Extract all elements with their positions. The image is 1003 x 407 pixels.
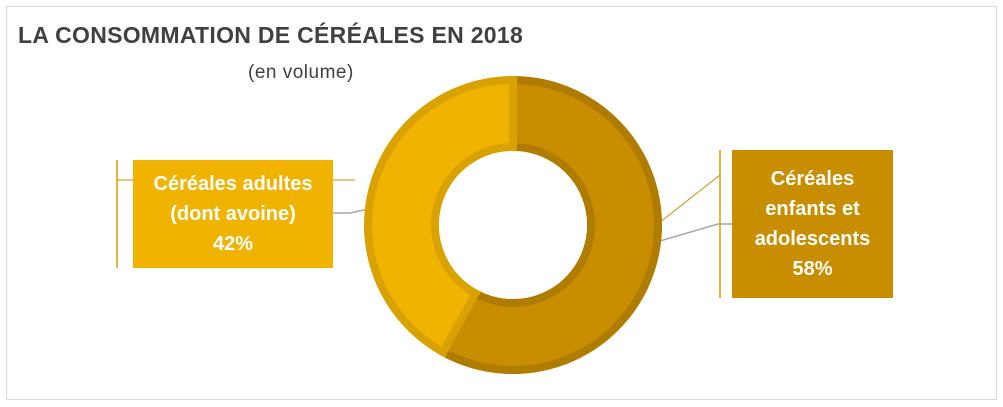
donut-hole <box>439 151 587 299</box>
chart-subtitle: (en volume) <box>248 62 354 83</box>
value-label: 42% <box>212 233 254 255</box>
donut <box>364 75 662 374</box>
donut-slice <box>437 75 662 374</box>
chart-title: LA CONSOMMATION DE CÉRÉALES EN 2018 <box>18 22 524 48</box>
data-label: Céréales adultes (dont avoine) 42% <box>133 160 333 268</box>
donut-slice <box>364 75 517 358</box>
category-label: Céréales adultes (dont avoine) <box>153 173 313 225</box>
data-label: Céréales enfants et adolescents 58% <box>732 150 893 298</box>
category-label: Céréales enfants et adolescents <box>754 168 871 250</box>
value-label: 58% <box>792 258 833 280</box>
